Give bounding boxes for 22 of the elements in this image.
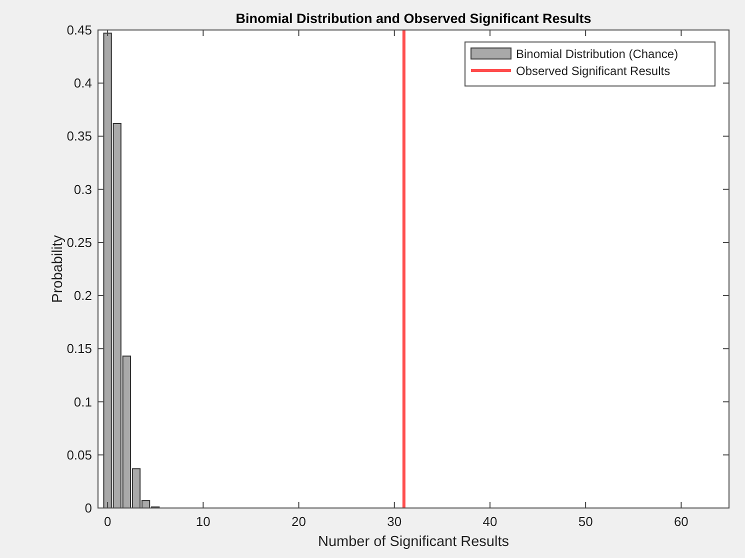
legend-label: Observed Significant Results	[516, 64, 670, 78]
y-tick-label: 0.05	[66, 447, 92, 462]
y-tick-label: 0.3	[74, 182, 92, 197]
y-tick-label: 0.15	[66, 341, 92, 356]
x-tick-label: 30	[387, 514, 402, 529]
x-tick-label: 10	[196, 514, 210, 529]
y-tick-label: 0	[84, 500, 92, 516]
chart-title: Binomial Distribution and Observed Significant Results	[236, 11, 592, 26]
x-tick-label: 0	[104, 514, 112, 529]
y-tick-label: 0.2	[74, 288, 92, 304]
y-axis-title: Probability	[50, 234, 66, 303]
legend-label: Binomial Distribution (Chance)	[516, 47, 678, 61]
y-tick-label: 0.1	[74, 394, 92, 410]
x-tick-label: 40	[482, 514, 498, 529]
y-tick-label: 0.35	[66, 128, 92, 144]
x-tick-label: 50	[578, 514, 593, 529]
x-axis-title: Number of Significant Results	[318, 534, 509, 550]
x-tick-label: 60	[674, 514, 688, 529]
y-tick-label: 0.25	[66, 234, 92, 250]
x-tick-label: 20	[292, 514, 306, 529]
y-tick-label: 0.4	[74, 76, 92, 91]
y-tick-label: 0.45	[66, 22, 92, 38]
